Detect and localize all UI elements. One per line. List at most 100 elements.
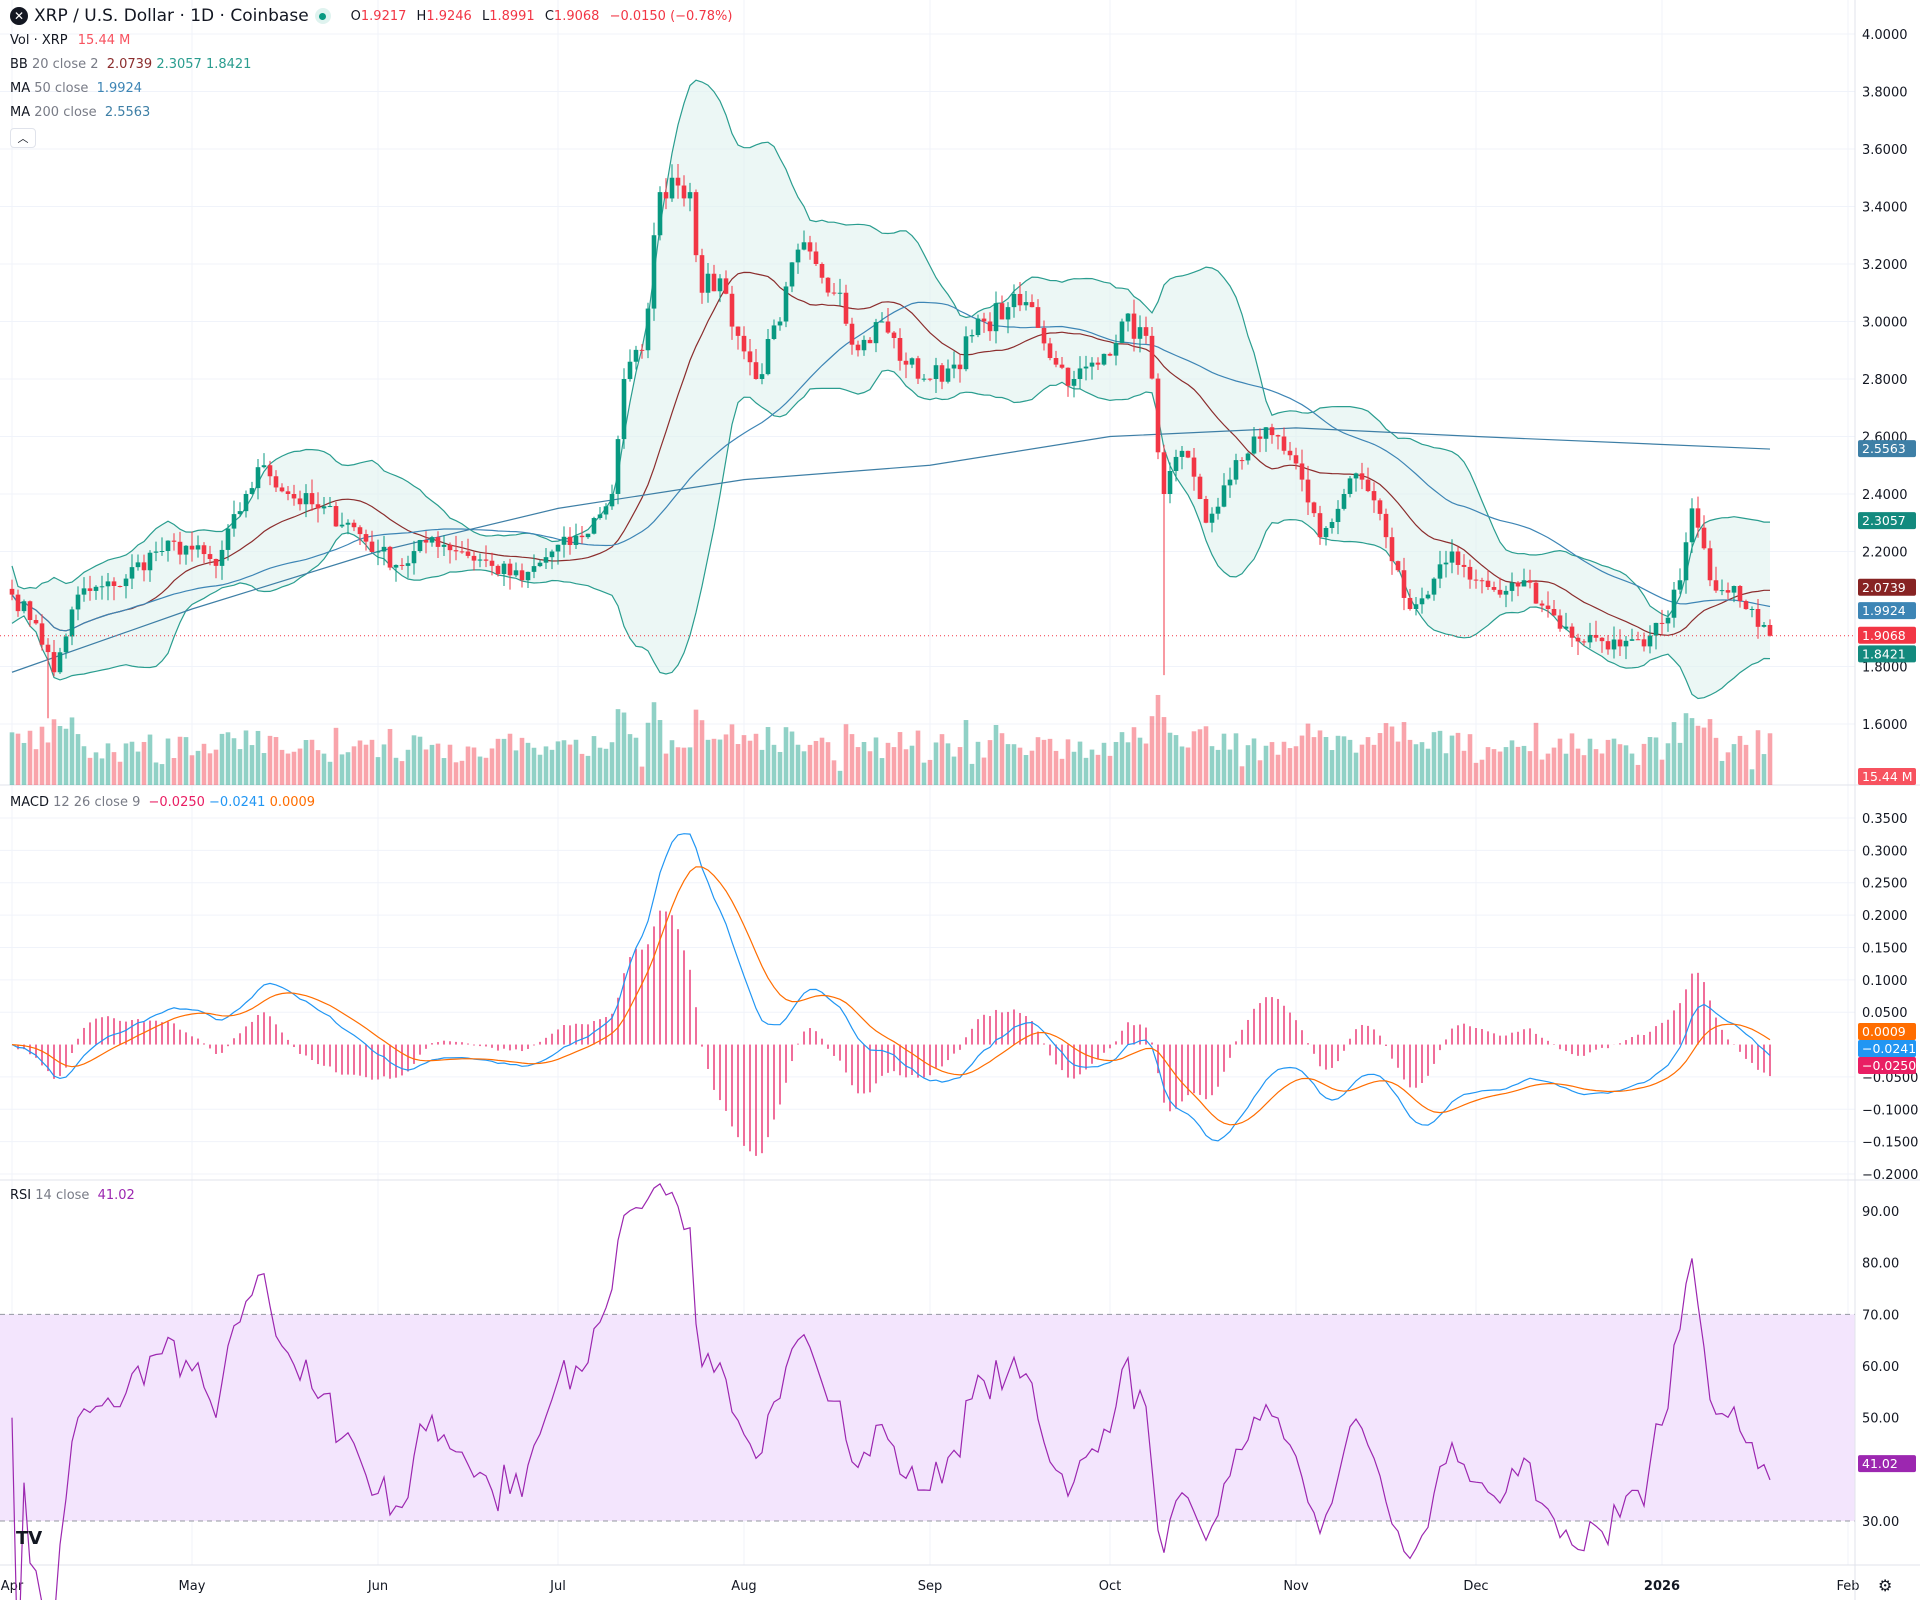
candle-body [279,487,285,492]
volume-bar [285,753,291,785]
volume-bar [1611,738,1617,785]
candle-body [1611,639,1617,650]
volume-bar [1755,730,1761,785]
time-tick: Feb [1836,1579,1859,1594]
volume-bar [1173,735,1179,785]
volume-bar [39,726,45,785]
candle-body [915,358,921,379]
candle-body [183,545,189,555]
volume-bar [813,740,819,785]
legend-macd[interactable]: MACD 12 26 close 9 −0.0250 −0.0241 0.000… [10,795,316,810]
volume-bar [639,766,645,785]
volume-bar [525,742,531,785]
open-value: 1.9217 [360,8,407,24]
candle-body [1089,362,1095,367]
volume-bar [273,737,279,785]
volume-bar [1473,762,1479,785]
candle-body [69,609,75,637]
collapse-legend-button[interactable]: ︿ [10,128,36,148]
volume-bar [1395,741,1401,785]
candle-body [921,378,927,380]
candle-body [1299,463,1305,480]
legend-rsi[interactable]: RSI 14 close 41.02 [10,1188,135,1203]
volume-bar [1641,743,1647,785]
candle-body [891,332,897,339]
volume-bar [1761,754,1767,785]
volume-bar [213,749,219,785]
symbol-title[interactable]: XRP / U.S. Dollar · 1D · Coinbase [34,6,309,26]
volume-bar [999,733,1005,785]
volume-bar [1023,755,1029,785]
volume-bar [1635,764,1641,785]
candle-body [933,365,939,379]
candle-body [99,586,105,588]
volume-bar [105,743,111,785]
candle-body [1269,427,1275,436]
macd-tick: −0.1500 [1862,1136,1918,1151]
legend-bb[interactable]: BB 20 close 2 2.0739 2.3057 1.8421 [10,57,252,72]
candle-body [597,514,603,519]
volume-bar [117,761,123,785]
candle-body [477,559,483,561]
rsi-tick: 70.00 [1862,1308,1899,1323]
candle-body [1053,358,1059,365]
ma50-price-label-bg [1858,602,1916,620]
macd-signal-label: 0.0009 [1862,1024,1906,1039]
volume-bar [1359,744,1365,785]
candle-body [1077,368,1083,379]
rsi-line [11,1183,1771,1600]
volume-bar [1377,733,1383,785]
candle-body [1353,473,1359,479]
chart-settings-icon[interactable]: ⚙ [1878,1576,1893,1595]
candle-body [1383,513,1389,538]
candle-body [663,192,669,199]
price-tick: 4.0000 [1862,28,1908,43]
macd-value-label: −0.0241 [1862,1041,1916,1056]
candle-body [201,545,207,555]
volume-bar [1293,746,1299,785]
candle-body [1191,457,1197,477]
volume-bar [1623,745,1629,785]
volume-bar [1143,743,1149,785]
volume-bar [837,770,843,785]
legend-volume[interactable]: Vol · XRP 15.44 M [10,33,131,48]
bollinger-lower-line [11,369,1771,700]
candle-body [489,560,495,566]
candle-body [627,361,633,379]
candle-body [1017,293,1023,306]
volume-bar [987,740,993,785]
volume-bar [1263,745,1269,785]
macd-tick: 0.0500 [1862,1006,1908,1021]
candle-body [249,488,255,494]
candle-body [1395,561,1401,571]
candle-body [1305,479,1311,503]
candle-body [1143,327,1149,336]
volume-bar [219,733,225,785]
volume-bar [477,756,483,785]
time-tick: May [179,1579,206,1594]
price-tick: 3.8000 [1862,86,1908,101]
candle-body [1749,609,1755,610]
candle-body [321,506,327,509]
legend-ma200[interactable]: MA 200 close 2.5563 [10,105,151,120]
candle-body [471,555,477,561]
candle-body [1005,307,1011,320]
candle-body [459,551,465,553]
macd-tick: 0.1500 [1862,941,1908,956]
volume-bar [1677,742,1683,785]
market-status-icon[interactable] [314,8,331,24]
candle-body [1647,635,1653,647]
candle-body [789,262,795,287]
legend-ma50[interactable]: MA 50 close 1.9924 [10,81,143,96]
tradingview-logo[interactable]: TV [16,1528,43,1549]
volume-bar [1017,747,1023,785]
volume-bar [399,761,405,785]
candle-body [9,588,15,595]
volume-bar [1527,751,1533,785]
candle-body [879,321,885,323]
candle-body [1653,622,1659,636]
candle-body [1131,313,1137,339]
volume-bar [93,752,99,785]
volume-bar [1353,752,1359,785]
